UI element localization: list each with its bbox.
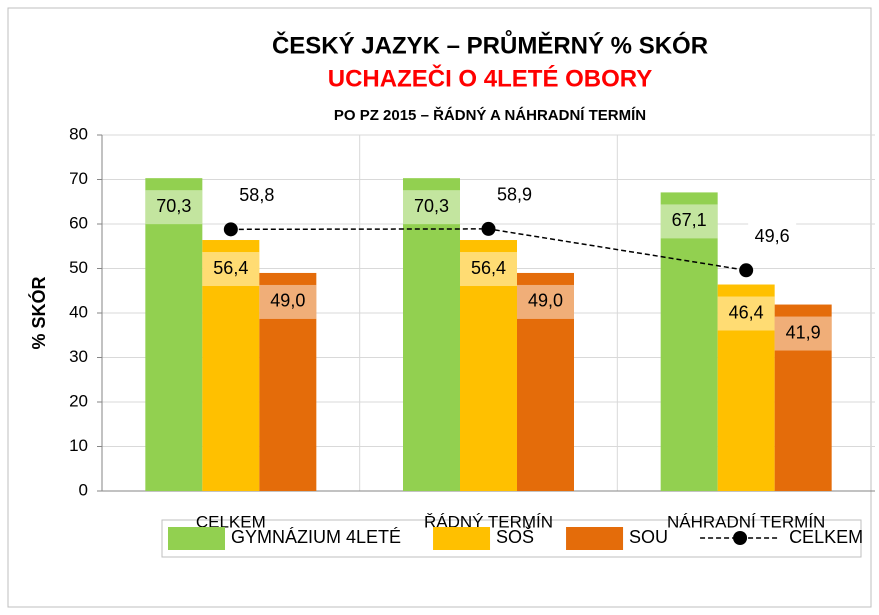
data-label-box [517, 284, 574, 319]
bar [517, 272, 574, 491]
data-label-box [490, 180, 539, 211]
data-label: 41,9 [786, 322, 821, 342]
legend-marker [733, 531, 748, 545]
data-label: 70,3 [156, 196, 191, 216]
bar [717, 284, 775, 491]
bar [403, 178, 460, 492]
x-tick-label: CELKEM [196, 512, 266, 531]
data-label: 70,3 [414, 196, 449, 216]
y-tick-label: 40 [69, 302, 88, 321]
legend-swatch [566, 527, 624, 550]
y-tick-label: 70 [69, 169, 88, 188]
chart-title: ČESKÝ JAZYK – PRŮMĚRNÝ % SKÓR [272, 29, 708, 59]
legend-swatch [433, 527, 491, 550]
data-label: 56,4 [471, 258, 506, 278]
data-label: 49,0 [270, 291, 305, 311]
data-label: 56,4 [213, 258, 248, 278]
bar [774, 304, 832, 491]
y-tick-label: 20 [69, 391, 88, 410]
line-marker [481, 221, 496, 236]
legend-label: CELKEM [789, 527, 863, 547]
y-tick-label: 50 [69, 258, 88, 277]
y-tick-label: 60 [69, 213, 88, 232]
data-label: 67,1 [672, 210, 707, 230]
y-tick-label: 30 [69, 347, 88, 366]
bar [259, 272, 317, 491]
y-tick-label: 80 [69, 124, 88, 143]
legend-label: GYMNÁZIUM 4LETÉ [231, 527, 401, 547]
x-tick-label: NÁHRADNÍ TERMÍN [667, 512, 825, 531]
line-marker [223, 222, 238, 237]
chart-subtitle: PO PZ 2015 – ŘÁDNÝ A NÁHRADNÍ TERMÍN [334, 106, 646, 124]
legend-label: SOŠ [496, 526, 534, 547]
data-label-box [232, 181, 281, 212]
data-label-box [717, 296, 775, 331]
data-label-box [748, 222, 797, 253]
data-label: 49,6 [755, 226, 790, 246]
data-label: 58,8 [239, 185, 274, 205]
line-marker [739, 263, 754, 278]
legend-label: SOU [629, 527, 668, 547]
chart-subtitle: UCHAZEČI O 4LETÉ OBORY [328, 64, 652, 92]
data-label-box [403, 190, 460, 225]
data-label: 46,4 [729, 302, 764, 322]
data-label-box [259, 284, 317, 319]
legend-box [161, 519, 862, 558]
legend-swatch [168, 527, 225, 550]
data-label-box [460, 252, 517, 287]
x-tick-label: ŘÁDNÝ TERMÍN [424, 512, 553, 531]
data-label-box [202, 252, 260, 287]
bar [202, 240, 260, 491]
bar [460, 240, 517, 491]
data-label: 58,9 [497, 185, 532, 205]
data-label-box [660, 204, 718, 239]
bar [660, 192, 718, 491]
data-label-box [145, 190, 203, 225]
y-axis-label: % SKÓR [28, 276, 49, 349]
data-label: 49,0 [528, 291, 563, 311]
data-label-box [774, 316, 832, 351]
y-tick-label: 0 [79, 480, 88, 499]
y-tick-label: 10 [69, 436, 88, 455]
bar [145, 178, 203, 492]
